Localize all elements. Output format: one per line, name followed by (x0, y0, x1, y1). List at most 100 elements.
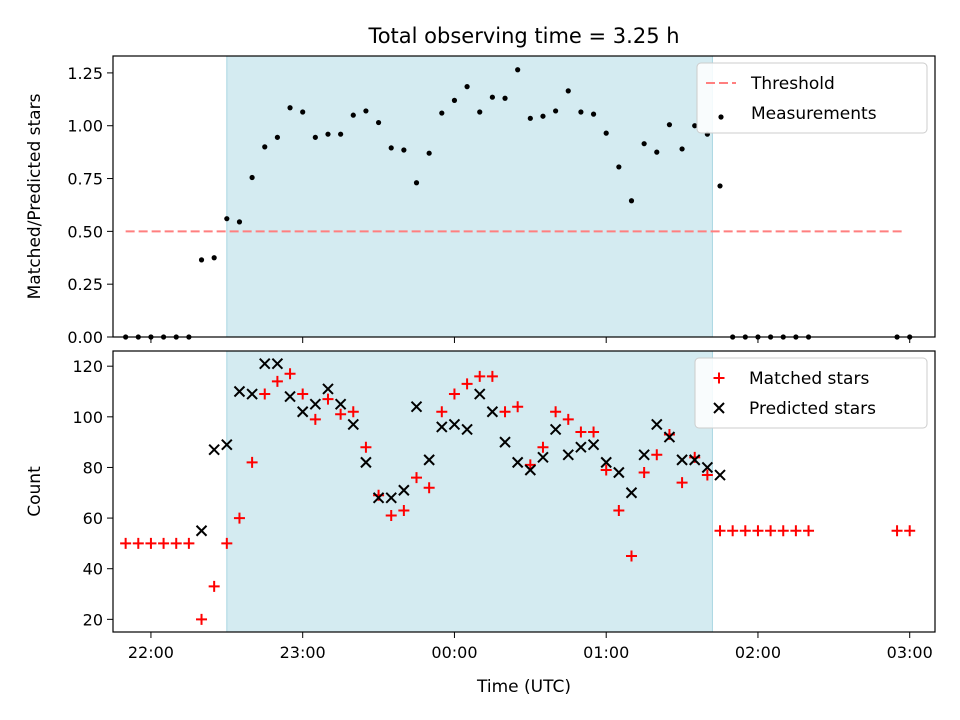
matched-star-point (423, 482, 435, 494)
matched-star-point (676, 477, 688, 489)
y-tick-label: 20 (83, 610, 103, 629)
predicted-star-point (587, 438, 600, 451)
legend-matched-swatch (713, 372, 725, 384)
y-tick-label: 1.00 (67, 117, 103, 136)
measurement-point (426, 150, 432, 156)
measurement-point (236, 219, 243, 225)
measurement-point (654, 149, 660, 155)
measurement-point (565, 88, 571, 94)
measurement-point (350, 112, 356, 118)
matched-star-point (297, 388, 309, 400)
measurement-point (489, 94, 495, 100)
predicted-star-point (423, 454, 435, 466)
legend-measurement-swatch (718, 114, 724, 120)
predicted-star-point (600, 456, 612, 469)
x-tick-label: 03:00 (887, 643, 933, 662)
x-tick-label: 02:00 (735, 643, 781, 662)
matched-star-point (259, 388, 271, 400)
measurement-point (666, 122, 673, 128)
measurement-point (464, 84, 470, 90)
measurement-point (388, 145, 394, 151)
matched-star-point (284, 368, 296, 380)
matched-star-point (651, 449, 663, 461)
measurement-point (325, 131, 331, 137)
measurement-point (300, 109, 306, 115)
matched-star-point (512, 401, 524, 413)
matched-star-point (233, 512, 245, 524)
y-tick-label: 0.00 (67, 328, 103, 347)
matched-star-point (638, 467, 650, 479)
x-axis-label: Time (UTC) (476, 677, 571, 697)
matched-star-point (347, 406, 359, 418)
predicted-star-point (271, 357, 284, 370)
measurement-point (717, 183, 723, 189)
matched-star-point (575, 426, 587, 438)
chart-title: Total observing time = 3.25 h (367, 24, 679, 48)
matched-star-point (790, 525, 802, 537)
predicted-star-point (448, 418, 461, 431)
predicted-star-point (372, 492, 385, 504)
matched-star-point (221, 537, 233, 549)
measurement-point (603, 130, 609, 136)
measurement-point (641, 141, 647, 147)
predicted-star-point (208, 444, 220, 456)
predicted-star-point (613, 466, 625, 479)
measurement-point (211, 255, 217, 261)
matched-star-point (739, 525, 751, 537)
matched-star-point (701, 469, 713, 481)
x-tick-label: 00:00 (431, 643, 477, 662)
measurement-point (413, 180, 420, 186)
predicted-star-point (701, 461, 714, 474)
matched-star-point (461, 378, 473, 390)
y-tick-label: 60 (83, 509, 103, 528)
measurement-point (338, 131, 344, 137)
legend: Matched stars Predicted stars (694, 357, 928, 429)
measurement-point (363, 108, 369, 114)
measurement-point (401, 147, 407, 153)
matched-star-point (714, 525, 726, 537)
predicted-star-point (385, 492, 397, 504)
matched-star-point (499, 406, 511, 418)
matched-star-point (170, 537, 182, 549)
matched-star-point (246, 456, 258, 468)
matched-star-point (727, 525, 739, 537)
legend-label: Predicted stars (749, 399, 876, 419)
measurement-point (578, 109, 584, 115)
matched-star-point (474, 370, 486, 382)
matched-star-point (411, 472, 423, 484)
matched-star-point (271, 375, 283, 387)
predicted-star-point (474, 388, 486, 400)
matched-star-point (891, 525, 903, 537)
legend-label: Matched stars (749, 369, 869, 389)
matched-star-point (208, 580, 220, 592)
matched-star-point (562, 413, 574, 425)
predicted-star-point (549, 423, 562, 436)
panel-counts: 20 40 60 80 100 120 22:00 23:00 00:00 01:00 02:00 0… (25, 350, 936, 662)
predicted-star-point (436, 421, 448, 433)
matched-star-point (120, 537, 132, 549)
matched-star-point (132, 537, 144, 549)
matched-star-point (196, 613, 208, 625)
predicted-star-point (296, 406, 309, 418)
matched-star-point (385, 510, 397, 522)
matched-star-point (145, 537, 157, 549)
matched-star-point (600, 464, 612, 476)
matched-star-point (803, 525, 815, 537)
measurement-point (553, 108, 559, 114)
matched-star-point (309, 413, 321, 425)
matched-star-point (486, 370, 498, 382)
matched-star-point (436, 406, 448, 418)
measurement-point (515, 67, 521, 73)
predicted-star-point (334, 398, 347, 410)
predicted-star-point (221, 438, 233, 451)
legend: Threshold Measurements (696, 62, 928, 134)
predicted-star-point (625, 487, 638, 499)
measurement-point (527, 115, 533, 121)
predicted-star-point (486, 406, 499, 418)
x-tick-label: 23:00 (280, 643, 326, 662)
legend-box (696, 62, 928, 134)
matched-star-point (448, 388, 460, 400)
predicted-star-point (676, 454, 688, 466)
predicted-star-point (651, 418, 663, 431)
legend-box (694, 357, 928, 429)
